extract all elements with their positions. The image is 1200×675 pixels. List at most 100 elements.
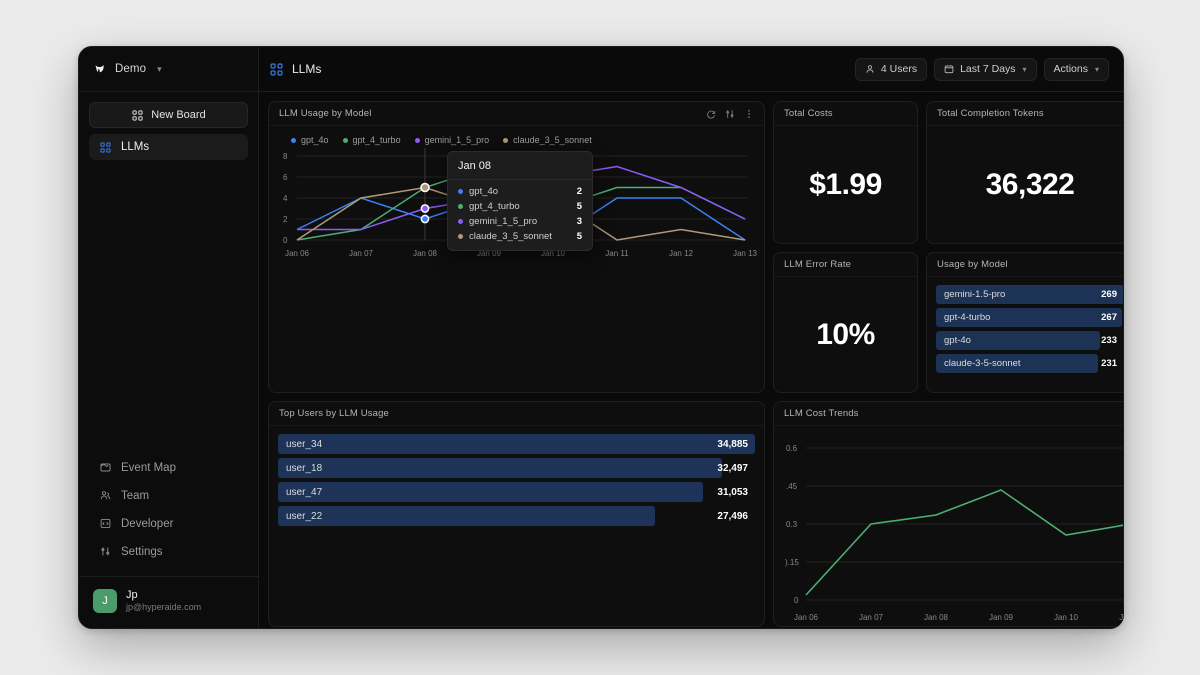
tooltip-row: gpt_4o 2 [458, 186, 582, 197]
list-item[interactable]: user_34 34,885 [278, 434, 755, 454]
grid-dots-icon [99, 141, 112, 154]
date-range-label: Last 7 Days [960, 63, 1016, 75]
date-range-button[interactable]: Last 7 Days ▾ [934, 57, 1037, 81]
chevron-down-icon: ▾ [1094, 64, 1099, 74]
tooltip-date: Jan 08 [448, 152, 592, 180]
tooltip-label: gemini_1_5_pro [469, 216, 538, 227]
card-header: Total Costs [774, 102, 917, 126]
card-title: LLM Usage by Model [279, 108, 372, 119]
card-llm-cost-trends: LLM Cost Trends 0.6 [773, 401, 1124, 627]
sidebar-item-settings[interactable]: Settings [89, 540, 248, 564]
brand-logo-icon [93, 62, 107, 76]
page-title: LLMs [292, 62, 322, 76]
user-name: user_47 [286, 486, 323, 498]
user-icon [865, 64, 875, 74]
card-title: Top Users by LLM Usage [279, 408, 389, 419]
legend-item-gpt-4-turbo[interactable]: gpt_4_turbo [342, 135, 401, 145]
main-area: LLMs 4 Users Last 7 Days ▾ Actions [259, 47, 1123, 628]
card-header: LLM Cost Trends [774, 402, 1123, 426]
svg-text:.45: .45 [786, 482, 798, 491]
avatar: J [93, 589, 117, 614]
sidebar-item-llms[interactable]: LLMs [89, 134, 248, 160]
user-profile[interactable]: J Jp jp@hyperaide.com [79, 575, 258, 628]
tooltip-value: 5 [576, 201, 582, 212]
legend-item-gpt-4o[interactable]: gpt_4o [291, 135, 329, 145]
legend-label: gemini_1_5_pro [424, 135, 490, 145]
tooltip-label: claude_3_5_sonnet [469, 231, 552, 242]
card-total-costs: Total Costs $1.99 [773, 101, 918, 244]
refresh-icon[interactable] [706, 109, 716, 119]
svg-text:Jan 06: Jan 06 [285, 249, 310, 258]
sidebar-item-label: Settings [121, 545, 163, 558]
svg-text:Jan 07: Jan 07 [349, 249, 374, 258]
error-rate-value: 10% [816, 317, 875, 351]
list-item[interactable]: gpt-4-turbo 267 [936, 308, 1123, 327]
card-usage-by-model: Usage by Model gemini-1.5-pro 269 gpt-4-… [926, 252, 1123, 393]
tooltip-row: gemini_1_5_pro 3 [458, 216, 582, 227]
user-name: user_34 [286, 438, 323, 450]
svg-text:0: 0 [794, 596, 799, 605]
new-board-button[interactable]: New Board [89, 102, 248, 128]
actions-button[interactable]: Actions ▾ [1043, 57, 1109, 81]
user-value: 32,497 [717, 462, 748, 474]
svg-text:4: 4 [283, 194, 288, 203]
legend-item-claude-3-5-sonnet[interactable]: claude_3_5_sonnet [503, 135, 592, 145]
model-name: gemini-1.5-pro [944, 289, 1006, 300]
card-body: gpt_4o gpt_4_turbo gemini_1_5_pro c [269, 126, 764, 392]
svg-text:Jan 13: Jan 13 [733, 249, 758, 258]
series-cost [805, 489, 1123, 596]
sidebar-item-label: Team [121, 489, 150, 502]
tooltip-rows: gpt_4o 2 gpt_4_turbo 5 gemini_1_5_pro [448, 180, 592, 250]
svg-text:2: 2 [283, 215, 288, 224]
workspace-name: Demo [115, 63, 147, 75]
legend-item-gemini-1-5-pro[interactable]: gemini_1_5_pro [414, 135, 490, 145]
card-header: Top Users by LLM Usage [269, 402, 764, 426]
sidebar-item-developer[interactable]: Developer [89, 512, 248, 536]
model-value: 231 [1101, 358, 1117, 369]
card-top-users-by-llm-usage: Top Users by LLM Usage user_34 34,885 us… [268, 401, 765, 627]
new-board-label: New Board [151, 109, 206, 121]
list-item[interactable]: user_22 27,496 [278, 506, 755, 526]
user-value: 31,053 [717, 486, 748, 498]
actions-label: Actions [1053, 63, 1088, 75]
more-vertical-icon[interactable] [744, 109, 754, 119]
users-filter-button[interactable]: 4 Users [854, 57, 928, 81]
card-title: Usage by Model [937, 259, 1008, 270]
user-name: Jp [126, 588, 138, 601]
card-header: LLM Usage by Model [269, 102, 764, 126]
topbar: LLMs 4 Users Last 7 Days ▾ Actions [259, 47, 1123, 92]
sliders-icon[interactable] [725, 109, 735, 119]
sidebar-item-team[interactable]: Team [89, 484, 248, 508]
list-item[interactable]: gemini-1.5-pro 269 [936, 285, 1123, 304]
list-item[interactable]: user_18 32,497 [278, 458, 755, 478]
grid-dots-icon [131, 109, 144, 122]
list-item[interactable]: user_47 31,053 [278, 482, 755, 502]
total-costs-value: $1.99 [809, 167, 882, 201]
workspace-switcher[interactable]: Demo ▾ [79, 47, 258, 92]
sidebar: Demo ▾ New Board [79, 47, 259, 628]
svg-text:Jan 11: Jan 11 [1119, 613, 1124, 622]
tooltip-label: gpt_4_turbo [469, 201, 520, 212]
card-title: LLM Cost Trends [784, 408, 859, 419]
sidebar-item-label: Event Map [121, 461, 176, 474]
sidebar-item-event-map[interactable]: Event Map [89, 456, 248, 480]
list-item[interactable]: gpt-4o 233 [936, 331, 1123, 350]
card-total-completion-tokens: Total Completion Tokens 36,322 [926, 101, 1123, 244]
model-name: claude-3-5-sonnet [944, 358, 1021, 369]
user-name: user_18 [286, 462, 323, 474]
grid-dots-icon [269, 62, 283, 76]
list-item[interactable]: claude-3-5-sonnet 231 [936, 354, 1123, 373]
top-users-list: user_34 34,885 user_18 32,497 user_47 31… [269, 426, 764, 534]
tooltip-value: 3 [576, 216, 582, 227]
svg-text:0.3: 0.3 [786, 520, 798, 529]
svg-text:Jan 10: Jan 10 [1054, 613, 1079, 622]
user-email: jp@hyperaide.com [126, 602, 202, 613]
sidebar-item-label: LLMs [121, 141, 150, 153]
card-tools [706, 109, 754, 119]
user-name: user_22 [286, 510, 323, 522]
llm-cost-trends-chart: 0.6 .45 0.3 ).15 0 Jan 06 Jan 07 Jan 08 … [774, 426, 1124, 626]
topbar-actions: 4 Users Last 7 Days ▾ Actions ▾ [854, 57, 1109, 81]
tooltip-value: 5 [576, 231, 582, 242]
card-llm-usage-by-model: LLM Usage by Model [268, 101, 765, 393]
tooltip-value: 2 [576, 186, 582, 197]
